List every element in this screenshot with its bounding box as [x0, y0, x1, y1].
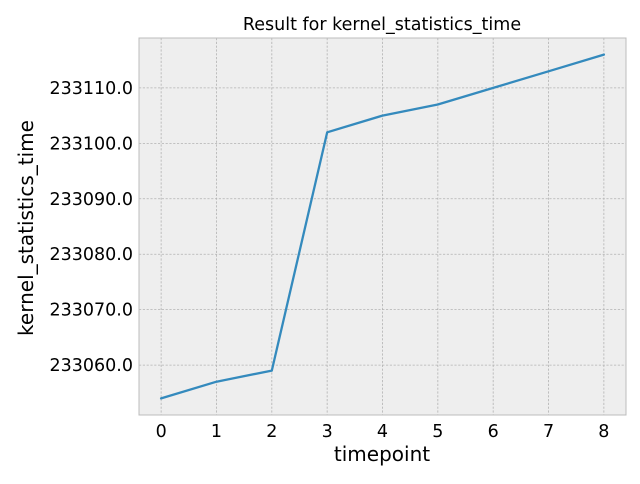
plot-area: [138, 37, 627, 416]
y-tick-label: 233070.0: [49, 301, 133, 321]
y-tick-label: 233060.0: [49, 356, 133, 376]
chart-title: Result for kernel_statistics_time: [243, 15, 521, 35]
x-tick-label: 6: [488, 422, 499, 442]
x-tick-label: 2: [266, 422, 277, 442]
x-tick-labels: 0 1 2 3 4 5 6 7 8: [156, 422, 610, 442]
x-tick-label: 1: [211, 422, 222, 442]
x-tick-label: 8: [598, 422, 609, 442]
x-tick-label: 3: [322, 422, 333, 442]
x-tick-label: 5: [432, 422, 443, 442]
y-axis-label: kernel_statistics_time: [14, 120, 38, 336]
y-tick-label: 233090.0: [49, 190, 133, 210]
x-tick-label: 0: [156, 422, 167, 442]
axes-frame: [138, 37, 627, 416]
y-tick-label: 233100.0: [49, 134, 133, 154]
y-gridlines: [139, 87, 626, 366]
y-tick-label: 233110.0: [49, 79, 133, 99]
x-tick-label: 4: [377, 422, 388, 442]
x-tick-label: 7: [543, 422, 554, 442]
x-gridlines: [160, 38, 605, 415]
series-line: [159, 53, 606, 400]
y-tick-label: 233080.0: [49, 245, 133, 265]
x-axis-label: timepoint: [334, 442, 430, 466]
y-tick-labels: 233060.0 233070.0 233080.0 233090.0 233100.0…: [49, 79, 133, 376]
